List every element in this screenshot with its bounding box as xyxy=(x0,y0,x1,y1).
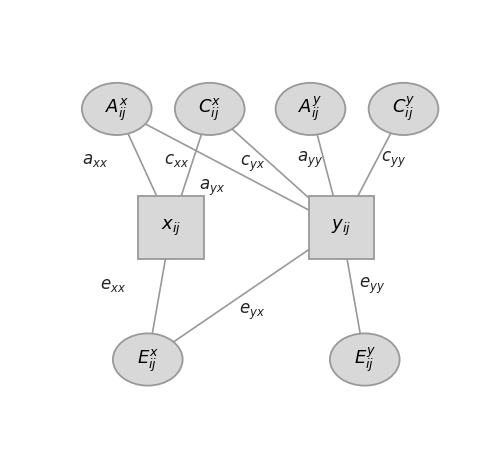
Text: $a_{yy}$: $a_{yy}$ xyxy=(298,150,324,170)
Ellipse shape xyxy=(368,83,438,136)
Ellipse shape xyxy=(276,83,345,136)
Ellipse shape xyxy=(330,334,400,386)
FancyBboxPatch shape xyxy=(138,197,204,259)
Text: $C^{y}_{ij}$: $C^{y}_{ij}$ xyxy=(392,95,415,124)
Text: $E^{y}_{ij}$: $E^{y}_{ij}$ xyxy=(354,345,376,374)
Text: $C^{x}_{ij}$: $C^{x}_{ij}$ xyxy=(198,97,222,123)
Text: $c_{yy}$: $c_{yy}$ xyxy=(382,150,406,170)
Ellipse shape xyxy=(82,83,152,136)
FancyBboxPatch shape xyxy=(308,197,374,259)
Text: $x_{ij}$: $x_{ij}$ xyxy=(161,218,181,238)
Text: $a_{xx}$: $a_{xx}$ xyxy=(82,152,108,169)
Text: $c_{xx}$: $c_{xx}$ xyxy=(164,152,190,169)
Text: $a_{yx}$: $a_{yx}$ xyxy=(198,178,224,198)
Text: $c_{yx}$: $c_{yx}$ xyxy=(240,153,265,174)
Text: $E^{x}_{ij}$: $E^{x}_{ij}$ xyxy=(136,347,159,373)
Text: $e_{xx}$: $e_{xx}$ xyxy=(100,276,126,294)
Text: $e_{yx}$: $e_{yx}$ xyxy=(240,301,266,321)
Text: $e_{yy}$: $e_{yy}$ xyxy=(360,275,386,295)
Ellipse shape xyxy=(113,334,182,386)
Text: $A^{x}_{ij}$: $A^{x}_{ij}$ xyxy=(104,97,129,123)
Ellipse shape xyxy=(175,83,244,136)
Text: $y_{ij}$: $y_{ij}$ xyxy=(332,218,351,238)
Text: $A^{y}_{ij}$: $A^{y}_{ij}$ xyxy=(298,95,322,124)
